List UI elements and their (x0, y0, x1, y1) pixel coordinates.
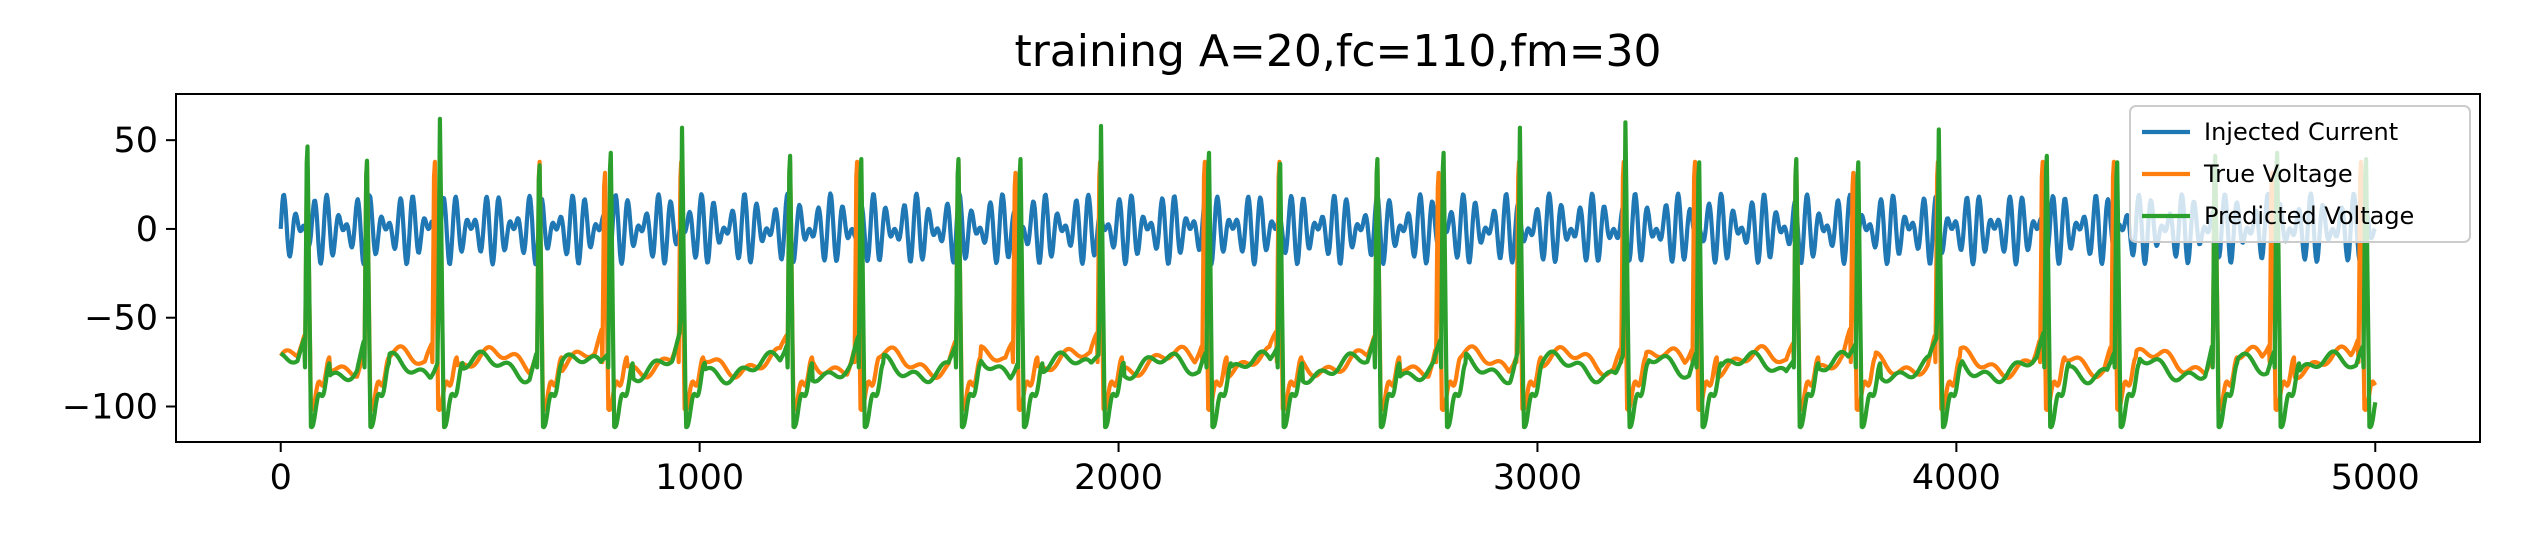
series-line-predicted-voltage (279, 116, 2378, 430)
y-tick-label: 0 (136, 210, 158, 250)
legend-label: True Voltage (2203, 160, 2353, 188)
plot-area (278, 116, 2378, 430)
y-tick-label: −100 (62, 387, 158, 427)
y-axis: 50 0 −50 −100 (62, 121, 176, 427)
legend-label: Injected Current (2204, 118, 2398, 146)
x-tick-label: 1000 (655, 458, 744, 498)
y-tick-label: 50 (113, 121, 158, 161)
x-tick-label: 3000 (1493, 458, 1582, 498)
legend: Injected Current True Voltage Predicted Vo… (2129, 105, 2471, 243)
x-tick-label: 4000 (1912, 458, 2001, 498)
x-tick-label: 2000 (1074, 458, 1163, 498)
legend-label: Predicted Voltage (2204, 202, 2414, 230)
legend-box (2129, 105, 2471, 243)
axes-frame (175, 93, 2481, 443)
x-axis: 0 1000 2000 3000 4000 5000 (270, 442, 2420, 498)
chart-title: training A=20,fc=110,fm=30 (1014, 26, 1661, 77)
x-tick-label: 5000 (2331, 458, 2420, 498)
series-line-injected-current (278, 191, 2377, 267)
x-tick-label: 0 (270, 458, 292, 498)
y-tick-label: −50 (84, 299, 158, 339)
